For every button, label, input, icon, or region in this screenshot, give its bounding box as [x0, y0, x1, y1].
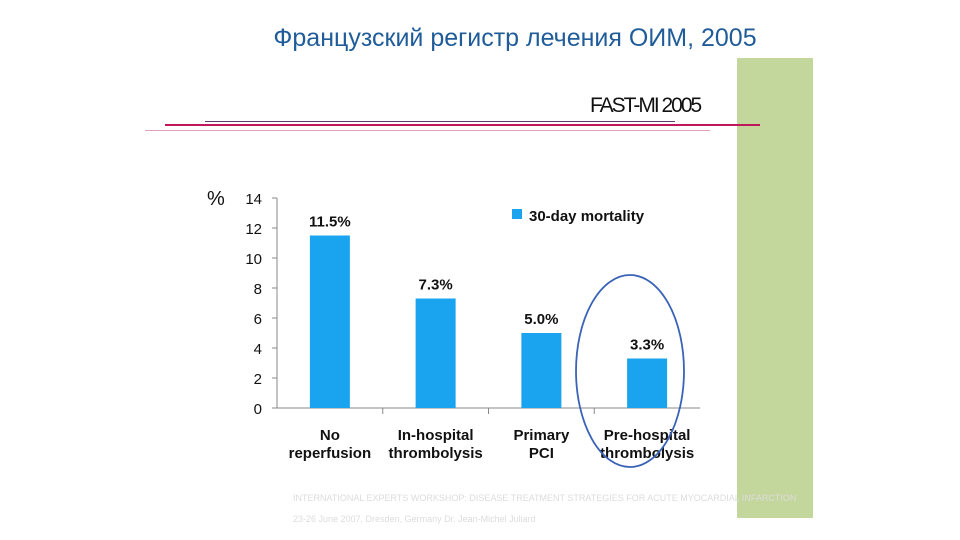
y-tick-label: 4 — [254, 341, 262, 358]
data-label: 11.5% — [309, 214, 351, 231]
y-tick-label: 2 — [254, 371, 262, 388]
data-label: 5.0% — [524, 311, 558, 328]
bar — [521, 333, 562, 408]
y-tick-label: 8 — [254, 281, 262, 298]
bars — [309, 235, 668, 408]
footer-conference: INTERNATIONAL EXPERTS WORKSHOP: DISEASE … — [293, 493, 797, 503]
y-tick-label: 14 — [245, 191, 262, 208]
bar — [415, 298, 456, 408]
rule-line-dark — [205, 121, 675, 122]
bar — [309, 235, 350, 408]
legend-label: 30-day mortality — [529, 208, 645, 225]
x-tick-label: No — [320, 427, 340, 444]
y-tick-label: 6 — [254, 311, 262, 328]
side-band — [737, 58, 813, 518]
legend-swatch — [512, 209, 522, 219]
y-tick-label: 10 — [245, 251, 262, 268]
y-axis-label: % — [207, 188, 225, 210]
data-labels: 11.5% 7.3% 5.0% 3.3% — [309, 214, 664, 354]
x-labels: NoreperfusionIn-hospitalthrombolysisPrim… — [289, 427, 695, 462]
y-tick-label: 0 — [254, 401, 262, 418]
data-label: 7.3% — [419, 277, 453, 294]
data-label: 3.3% — [630, 337, 664, 354]
legend: 30-day mortality — [512, 208, 645, 225]
bar — [627, 358, 668, 408]
x-tick-label: Primary — [513, 427, 570, 444]
x-tick-label: In-hospital — [398, 427, 474, 444]
registry-label: FAST-MI 2005 — [590, 94, 702, 117]
footer-date-author: 23-26 June 2007, Dresden, Germany Dr. Je… — [293, 514, 536, 524]
x-tick-label: PCI — [529, 445, 554, 462]
x-tick-label: thrombolysis — [389, 445, 483, 462]
x-tick-label: reperfusion — [289, 445, 372, 462]
rule-line-red — [165, 124, 760, 126]
slide-title: Французский регистр лечения ОИМ, 2005 — [273, 24, 757, 52]
rule-line-light — [145, 130, 710, 131]
highlight-ellipse — [575, 274, 685, 468]
x-tick-label: Pre-hospital — [604, 427, 691, 444]
x-tick-label: thrombolysis — [600, 445, 694, 462]
y-tick-label: 12 — [245, 221, 262, 238]
y-ticks: 0 2 4 6 8 10 12 14 — [245, 191, 277, 418]
